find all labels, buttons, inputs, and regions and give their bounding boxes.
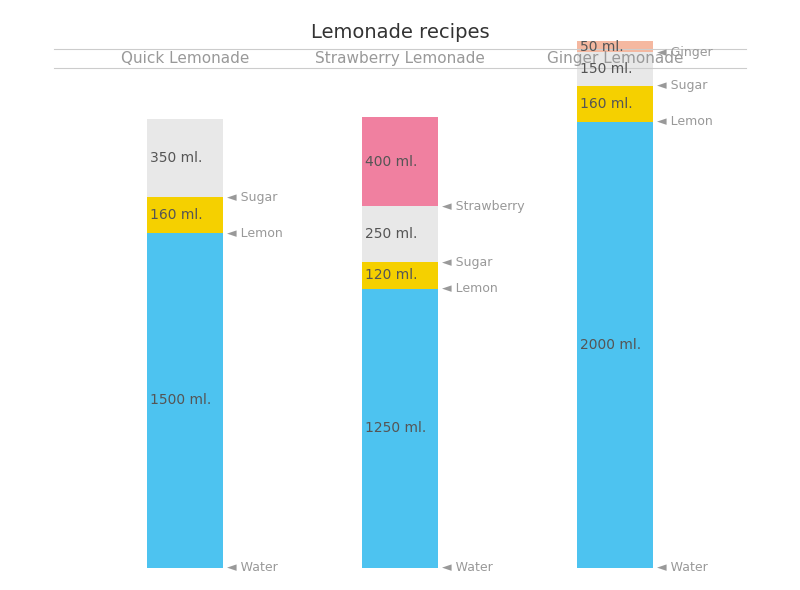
FancyBboxPatch shape [577,86,654,122]
Text: ◄ Lemon: ◄ Lemon [658,115,713,128]
Text: 150 ml.: 150 ml. [581,62,633,76]
Text: ◄ Lemon: ◄ Lemon [442,283,498,296]
Text: ◄ Sugar: ◄ Sugar [442,255,493,268]
FancyBboxPatch shape [577,53,654,86]
Text: 50 ml.: 50 ml. [581,40,624,54]
Text: ◄ Lemon: ◄ Lemon [227,227,283,240]
Text: 120 ml.: 120 ml. [366,268,418,283]
Text: Strawberry Lemonade: Strawberry Lemonade [315,51,485,66]
Text: ◄ Water: ◄ Water [442,561,493,574]
Text: 1250 ml.: 1250 ml. [366,421,426,435]
Text: ◄ Sugar: ◄ Sugar [658,80,708,93]
Text: ◄ Sugar: ◄ Sugar [227,191,278,204]
Text: Ginger Lemonade: Ginger Lemonade [546,51,683,66]
FancyBboxPatch shape [146,233,223,568]
Text: ◄ Ginger: ◄ Ginger [658,46,713,59]
Text: 160 ml.: 160 ml. [150,208,203,222]
Text: Lemonade recipes: Lemonade recipes [310,24,490,42]
FancyBboxPatch shape [362,206,438,262]
FancyBboxPatch shape [577,41,654,53]
Text: 2000 ml.: 2000 ml. [581,337,642,352]
Text: ◄ Water: ◄ Water [227,561,278,574]
Text: 160 ml.: 160 ml. [581,97,633,111]
Text: Quick Lemonade: Quick Lemonade [121,51,249,66]
Text: 1500 ml.: 1500 ml. [150,394,212,407]
Text: 250 ml.: 250 ml. [366,227,418,241]
FancyBboxPatch shape [146,119,223,198]
Text: 350 ml.: 350 ml. [150,152,202,165]
Text: 400 ml.: 400 ml. [366,155,418,169]
Text: ◄ Water: ◄ Water [658,561,708,574]
FancyBboxPatch shape [362,262,438,289]
FancyBboxPatch shape [362,289,438,568]
Text: ◄ Strawberry: ◄ Strawberry [442,200,525,213]
FancyBboxPatch shape [362,117,438,206]
FancyBboxPatch shape [577,122,654,568]
FancyBboxPatch shape [146,198,223,233]
